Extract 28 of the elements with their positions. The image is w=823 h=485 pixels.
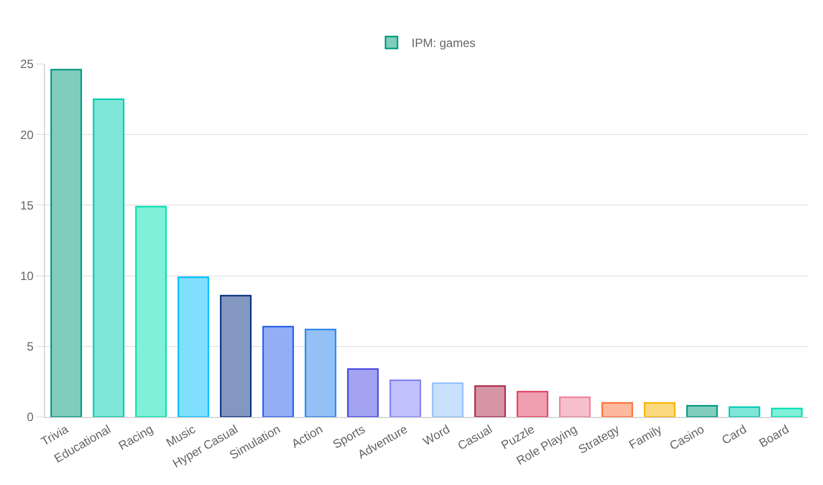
bar [262, 326, 294, 417]
x-tick-label: Card [719, 422, 749, 448]
bar [728, 406, 760, 417]
bar [347, 368, 379, 417]
x-tick-label: Music [164, 422, 198, 450]
bar [516, 390, 548, 417]
bar [220, 294, 252, 417]
bar [92, 98, 124, 417]
bar [644, 402, 676, 417]
bar [50, 68, 82, 417]
y-tick-label: 10 [20, 269, 34, 283]
y-tick-label: 0 [26, 410, 34, 424]
bar [686, 404, 718, 417]
bar [178, 276, 210, 417]
y-tick-label: 15 [20, 198, 34, 212]
bar [474, 385, 506, 417]
bar [601, 402, 634, 417]
y-tick-label: 20 [20, 128, 34, 142]
bar [559, 396, 591, 417]
y-tick-label: 5 [26, 340, 34, 354]
x-tick-label: Word [420, 422, 452, 448]
y-tick-label: 25 [20, 57, 34, 72]
bar [304, 328, 336, 417]
legend-label: IPM: games [412, 36, 476, 50]
bar [135, 206, 167, 417]
bar [432, 382, 464, 417]
bar [390, 380, 422, 417]
bar [771, 408, 803, 417]
